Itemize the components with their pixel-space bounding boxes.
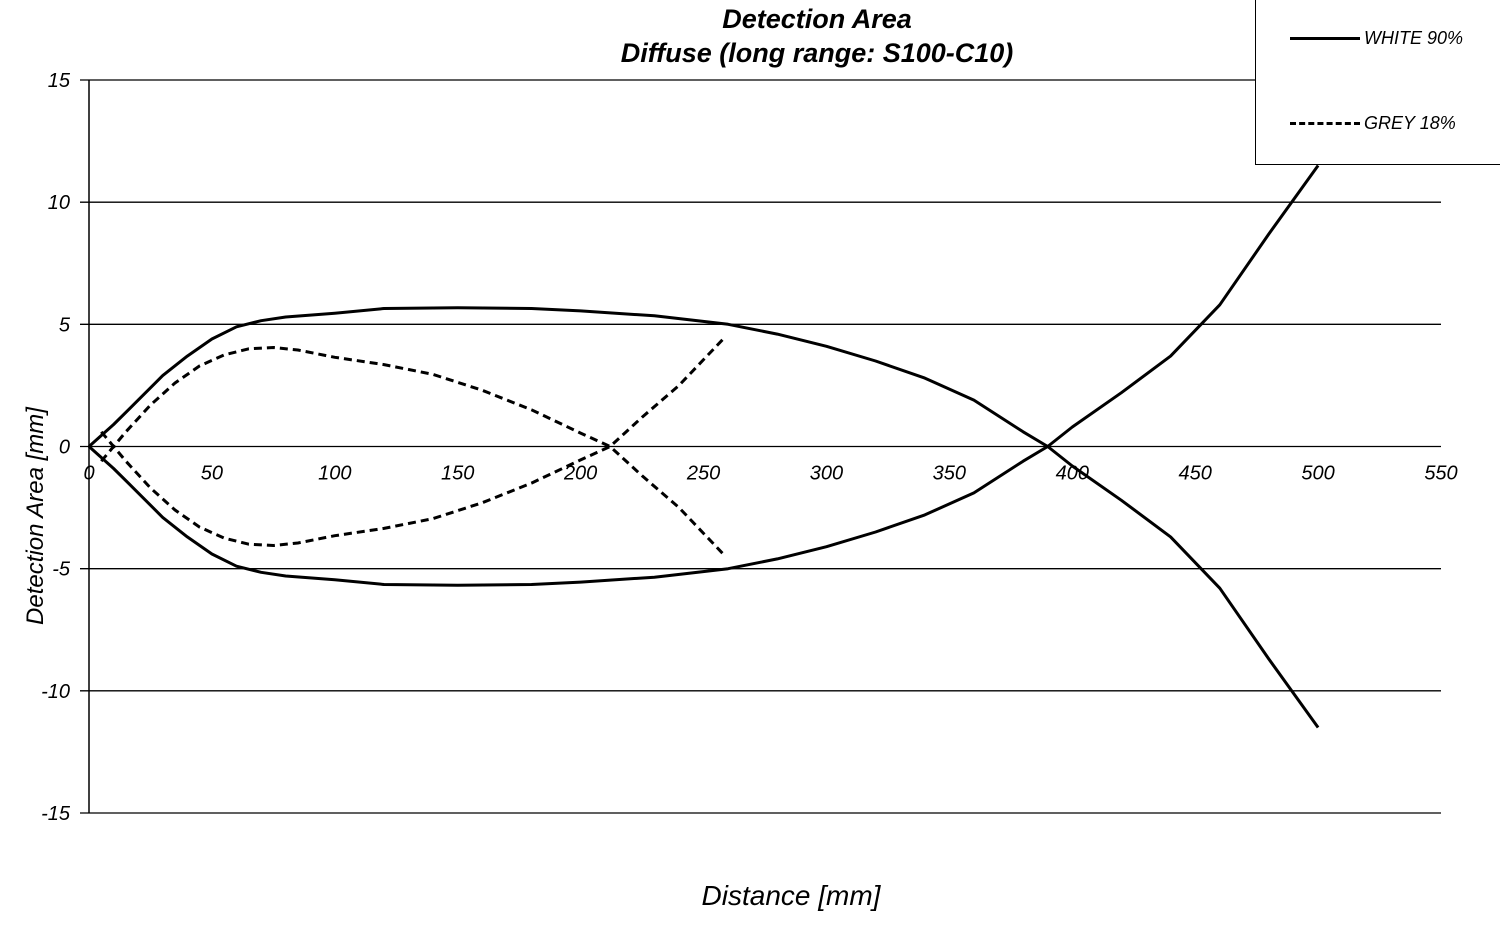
legend-item-white: WHITE 90% — [1290, 28, 1463, 49]
legend: WHITE 90% GREY 18% — [1255, 0, 1500, 165]
x-axis-label: Distance [mm] — [701, 880, 881, 911]
y-axis-label: Detection Area [mm] — [22, 407, 49, 625]
y-tick-label: 15 — [48, 70, 71, 92]
x-tick-label: 50 — [201, 463, 223, 485]
y-tick-label: -10 — [41, 681, 70, 703]
series-lines — [88, 164, 1320, 729]
y-tick-label: 5 — [59, 314, 71, 336]
x-tick-label: 250 — [686, 463, 720, 485]
series-white-branch-1 — [88, 306, 1320, 729]
x-tick-label: 550 — [1424, 463, 1457, 485]
x-tick-label: 150 — [441, 463, 474, 485]
chart-title: Detection Area — [722, 4, 912, 34]
legend-item-grey: GREY 18% — [1290, 113, 1456, 134]
y-tick-label: -15 — [41, 803, 71, 825]
x-tick-label: 350 — [933, 463, 966, 485]
legend-label-white: WHITE 90% — [1364, 28, 1464, 48]
x-tick-label: 200 — [563, 463, 597, 485]
series-grey-branch-2 — [100, 337, 725, 547]
legend-swatch-solid — [1290, 37, 1360, 40]
series-grey-branch-1 — [100, 346, 725, 556]
x-tick-label: 0 — [83, 463, 94, 485]
x-tick-label: 500 — [1301, 463, 1334, 485]
x-tick-label: 450 — [1178, 463, 1211, 485]
legend-swatch-dashed — [1290, 122, 1360, 125]
y-tick-label: 10 — [48, 192, 70, 214]
legend-label-grey: GREY 18% — [1364, 113, 1456, 133]
y-tick-label: 0 — [59, 437, 70, 459]
x-tick-label: 100 — [318, 463, 351, 485]
series-white-branch-2 — [88, 164, 1320, 587]
chart-subtitle: Diffuse (long range: S100-C10) — [620, 38, 1014, 68]
grid-lines — [80, 79, 1441, 814]
y-tick-label: -5 — [52, 559, 71, 581]
x-tick-label: 300 — [810, 463, 843, 485]
x-tick-label: 400 — [1056, 463, 1089, 485]
